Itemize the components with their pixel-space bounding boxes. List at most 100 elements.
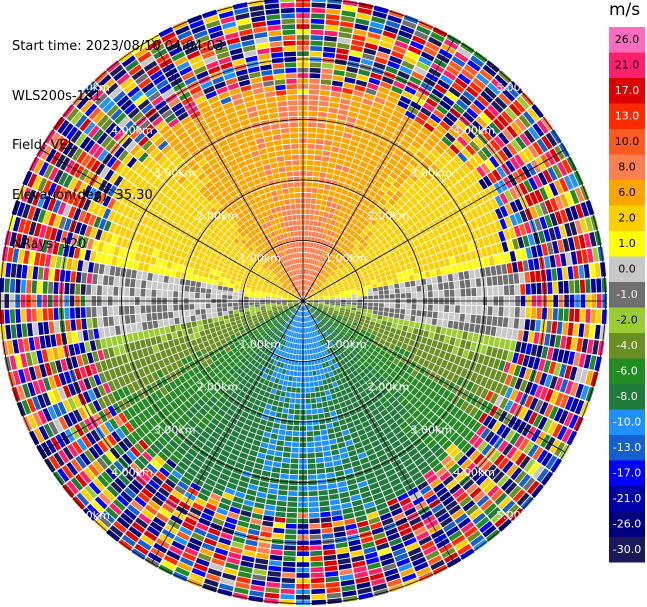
gate-cell <box>307 149 315 155</box>
gate-cell <box>442 319 448 328</box>
gate-cell <box>194 497 207 507</box>
gate-cell <box>75 319 82 331</box>
gate-cell <box>362 271 368 276</box>
gate-cell <box>147 363 156 373</box>
gate-cell <box>305 404 312 410</box>
gate-cell <box>427 304 433 311</box>
gate-cell <box>264 592 280 599</box>
gate-cell <box>228 368 236 376</box>
gate-cell <box>283 550 296 556</box>
gate-cell <box>307 447 315 453</box>
gate-cell <box>562 266 569 280</box>
gate-cell <box>243 406 252 414</box>
gate-cell <box>589 355 597 370</box>
gate-cell <box>200 303 206 309</box>
gate-cell <box>357 183 365 191</box>
gate-cell <box>315 452 324 458</box>
gate-cell <box>304 258 307 263</box>
gate-cell <box>319 303 324 305</box>
gate-cell <box>554 254 562 267</box>
gate-cell <box>97 397 107 410</box>
gate-cell <box>127 504 141 516</box>
gate-cell <box>326 366 332 373</box>
gate-cell <box>15 309 21 323</box>
gate-cell <box>149 443 161 455</box>
gate-cell <box>309 349 313 355</box>
gate-cell <box>401 19 417 30</box>
gate-cell <box>182 551 197 562</box>
gate-cell <box>402 153 412 163</box>
gate-cell <box>357 7 372 15</box>
gate-cell <box>191 384 200 393</box>
gate-cell <box>323 290 328 294</box>
gate-cell <box>238 416 247 423</box>
gate-cell <box>309 275 312 281</box>
gate-cell <box>351 134 361 142</box>
gate-cell <box>460 164 471 175</box>
gate-cell <box>82 507 97 522</box>
gate-cell <box>514 470 527 484</box>
gate-cell <box>333 344 339 350</box>
gate-cell <box>438 282 444 290</box>
gate-cell <box>57 346 65 359</box>
gate-cell <box>374 125 385 134</box>
gate-cell <box>333 363 339 369</box>
gate-cell <box>499 338 506 349</box>
gate-cell <box>353 90 365 98</box>
gate-cell <box>403 537 417 547</box>
gate-cell <box>252 329 259 335</box>
gate-cell <box>383 285 389 291</box>
gate-cell <box>367 309 373 314</box>
gate-cell <box>360 536 374 544</box>
gate-cell <box>308 480 317 486</box>
gate-cell <box>519 379 528 392</box>
gate-cell <box>305 393 311 399</box>
gate-cell <box>463 322 470 332</box>
gate-cell <box>270 376 276 383</box>
gate-cell <box>493 232 501 244</box>
gate-cell <box>476 166 486 178</box>
gate-cell <box>379 396 388 404</box>
gate-cell <box>431 88 444 99</box>
gate-cell <box>151 312 158 321</box>
gate-cell <box>269 324 274 329</box>
gate-cell <box>351 302 357 306</box>
gate-cell <box>332 141 341 148</box>
gate-cell <box>397 522 410 532</box>
gate-cell <box>504 374 513 386</box>
gate-cell <box>309 321 312 327</box>
gate-cell <box>463 270 470 280</box>
gate-cell <box>480 427 491 440</box>
gate-cell <box>570 337 578 351</box>
gate-cell <box>483 335 490 345</box>
gate-cell <box>374 322 381 328</box>
gate-cell <box>26 398 37 413</box>
gate-cell <box>494 74 509 88</box>
gate-cell <box>207 318 213 324</box>
gate-cell <box>319 256 324 262</box>
gate-cell <box>382 223 390 231</box>
gate-cell <box>251 421 260 429</box>
gate-cell <box>473 453 485 465</box>
gate-cell <box>153 440 164 451</box>
gate-cell <box>477 149 488 162</box>
gate-cell <box>264 459 273 467</box>
gate-cell <box>228 330 235 336</box>
gate-cell <box>432 199 442 209</box>
gate-cell <box>306 286 309 291</box>
gate-cell <box>402 222 410 230</box>
gate-cell <box>509 201 519 213</box>
gate-cell <box>267 311 273 316</box>
gate-cell <box>388 284 394 290</box>
gate-cell <box>171 331 178 340</box>
gate-cell <box>342 260 348 266</box>
gate-cell <box>379 512 392 521</box>
gate-cell <box>170 325 176 333</box>
gate-cell <box>231 448 241 457</box>
gate-cell <box>530 245 538 258</box>
gate-cell <box>340 389 347 396</box>
gate-cell <box>223 332 230 338</box>
gate-cell <box>332 75 344 82</box>
gate-cell <box>306 311 309 316</box>
gate-cell <box>436 319 443 327</box>
